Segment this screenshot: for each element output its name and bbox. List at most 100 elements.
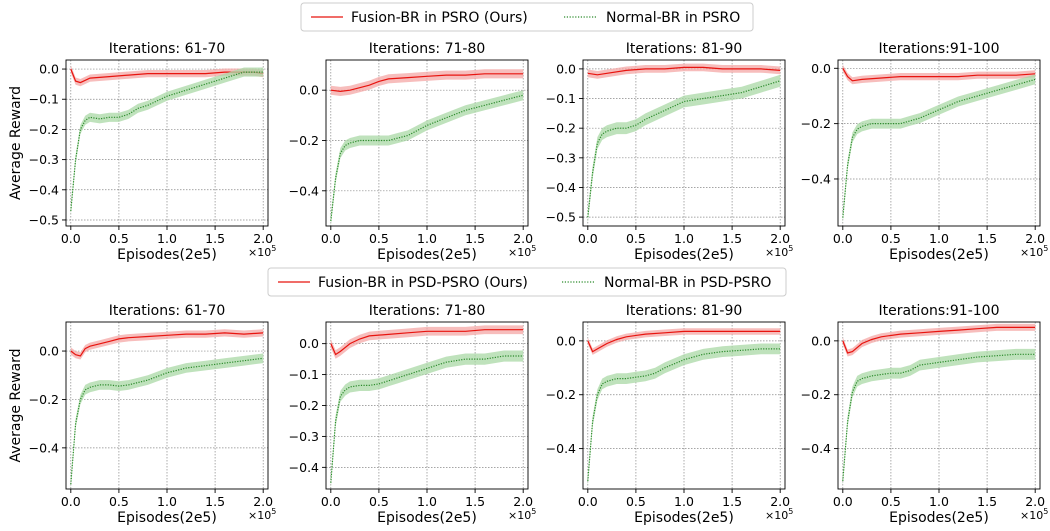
y-tick-label: −0.1 xyxy=(29,92,59,107)
series-line xyxy=(587,66,781,76)
y-tick-label: −0.4 xyxy=(546,180,576,195)
x-axis-multiplier: ×105 xyxy=(248,244,276,259)
legend-frame xyxy=(300,2,754,32)
series-line xyxy=(70,71,264,211)
x-tick-label: 0.0 xyxy=(61,231,81,246)
y-axis-label: Average Reward xyxy=(8,348,24,462)
series-band xyxy=(587,74,781,223)
chart-panel: 0.0 0.5 1.0 1.5 2.0 0.0 −0.1 −0.2 −0.3 −0.4 −0.5 It… xyxy=(546,41,794,263)
y-tick-label: 0.0 xyxy=(556,333,576,348)
chart-panel: 0.0 0.5 1.0 1.5 2.0 0.0 −0.2 −0.4 Iterations: 61… xyxy=(8,303,276,526)
series-line xyxy=(70,357,264,485)
x-axis-label: Episodes(2e5) xyxy=(889,510,989,526)
legend-top: Fusion-BR in PSRO (Ours) Normal-BR in PS… xyxy=(300,2,754,32)
x-axis-multiplier: ×105 xyxy=(248,507,276,522)
x-tick-label: 1.5 xyxy=(722,494,742,509)
x-tick-label: 1.0 xyxy=(674,231,694,246)
x-tick-label: 1.0 xyxy=(157,494,177,509)
x-axis-multiplier: ×105 xyxy=(508,244,536,259)
x-tick-label: 0.0 xyxy=(321,494,341,509)
series-line xyxy=(330,94,524,222)
series-line xyxy=(842,353,1036,481)
x-axis-label: Episodes(2e5) xyxy=(634,510,734,526)
x-tick-label: 0.5 xyxy=(369,231,389,246)
x-tick-label: 0.0 xyxy=(578,494,598,509)
y-tick-label: −0.4 xyxy=(29,440,59,455)
series-line xyxy=(70,332,264,357)
series-band xyxy=(330,69,524,96)
x-axis-multiplier-exponent: 5 xyxy=(271,244,276,253)
x-axis-multiplier: ×105 xyxy=(1020,507,1048,522)
x-tick-label: 0.0 xyxy=(578,231,598,246)
x-tick-label: 1.0 xyxy=(929,231,949,246)
series-band xyxy=(842,64,1036,85)
series-line xyxy=(842,67,1036,82)
x-axis-multiplier: ×105 xyxy=(765,507,793,522)
x-tick-label: 2.0 xyxy=(770,494,790,509)
y-tick-label: −0.4 xyxy=(801,441,831,456)
x-axis-label: Episodes(2e5) xyxy=(117,510,217,526)
chart-title: Iterations:91-100 xyxy=(879,303,1000,319)
y-tick-label: −0.4 xyxy=(546,441,576,456)
x-tick-label: 1.5 xyxy=(205,231,225,246)
x-axis-multiplier-exponent: 5 xyxy=(531,244,536,253)
x-tick-label: 1.5 xyxy=(465,231,485,246)
series-line xyxy=(330,355,524,483)
series-band xyxy=(330,90,524,226)
chart-title: Iterations: 81-90 xyxy=(626,303,743,319)
chart-title: Iterations:91-100 xyxy=(879,41,1000,57)
y-tick-label: −0.3 xyxy=(29,152,59,167)
charts-layer: 0.0 0.5 1.0 1.5 2.0 0.0 −0.1 −0.2 −0.3 −0.4 −0.5 It… xyxy=(8,41,1048,526)
y-tick-label: −0.2 xyxy=(801,387,831,402)
x-tick-label: 1.0 xyxy=(929,494,949,509)
x-tick-label: 0.5 xyxy=(109,494,129,509)
legend-label-fusion: Fusion-BR in PSD-PSRO (Ours) xyxy=(318,275,528,291)
series-band xyxy=(842,348,1036,487)
y-tick-label: −0.2 xyxy=(289,133,319,148)
y-axis-label: Average Reward xyxy=(8,86,24,200)
y-tick-label: −0.2 xyxy=(801,116,831,131)
x-tick-label: 1.0 xyxy=(417,231,437,246)
x-axis-label: Episodes(2e5) xyxy=(377,247,477,263)
series-band xyxy=(70,329,264,360)
chart-title: Iterations: 71-80 xyxy=(369,303,486,319)
y-tick-label: −0.2 xyxy=(546,387,576,402)
y-tick-label: −0.2 xyxy=(29,122,59,137)
y-tick-label: −0.4 xyxy=(29,182,59,197)
chart-title: Iterations: 61-70 xyxy=(109,303,226,319)
x-tick-label: 2.0 xyxy=(770,231,790,246)
legend-bottom: Fusion-BR in PSD-PSRO (Ours) Normal-BR i… xyxy=(267,267,787,297)
legend-label-fusion: Fusion-BR in PSRO (Ours) xyxy=(351,10,528,26)
series-line xyxy=(587,330,781,353)
y-tick-label: 0.0 xyxy=(299,83,319,98)
x-tick-label: 2.0 xyxy=(253,494,273,509)
x-tick-label: 0.5 xyxy=(626,494,646,509)
x-tick-label: 0.0 xyxy=(833,231,853,246)
x-tick-label: 1.5 xyxy=(205,494,225,509)
y-tick-label: −0.3 xyxy=(546,150,576,165)
y-tick-label: 0.0 xyxy=(811,333,831,348)
x-axis-label: Episodes(2e5) xyxy=(634,247,734,263)
chart-panel: 0.0 0.5 1.0 1.5 2.0 0.0 −0.2 −0.4 Iterations:91-… xyxy=(801,41,1049,263)
legend-frame xyxy=(267,267,787,297)
series-band xyxy=(587,63,781,79)
y-tick-label: 0.0 xyxy=(39,62,59,77)
series-band xyxy=(330,350,524,489)
x-tick-label: 1.5 xyxy=(977,494,997,509)
chart-panel: 0.0 0.5 1.0 1.5 2.0 0.0 −0.1 −0.2 −0.3 −0.4 Iterat… xyxy=(289,303,537,526)
x-tick-label: 0.0 xyxy=(321,231,341,246)
x-tick-label: 0.5 xyxy=(881,494,901,509)
series-line xyxy=(587,80,781,218)
legend-label-normal: Normal-BR in PSRO xyxy=(606,10,740,26)
x-tick-label: 1.5 xyxy=(722,231,742,246)
x-axis-multiplier-exponent: 5 xyxy=(788,244,793,253)
series-band xyxy=(70,67,264,216)
y-tick-label: 0.0 xyxy=(811,61,831,76)
x-axis-multiplier: ×105 xyxy=(1020,244,1048,259)
series-band xyxy=(330,325,524,359)
x-axis-multiplier-exponent: 5 xyxy=(271,507,276,516)
series-band xyxy=(70,65,264,87)
x-axis-multiplier-exponent: 5 xyxy=(531,507,536,516)
x-tick-label: 1.5 xyxy=(465,494,485,509)
